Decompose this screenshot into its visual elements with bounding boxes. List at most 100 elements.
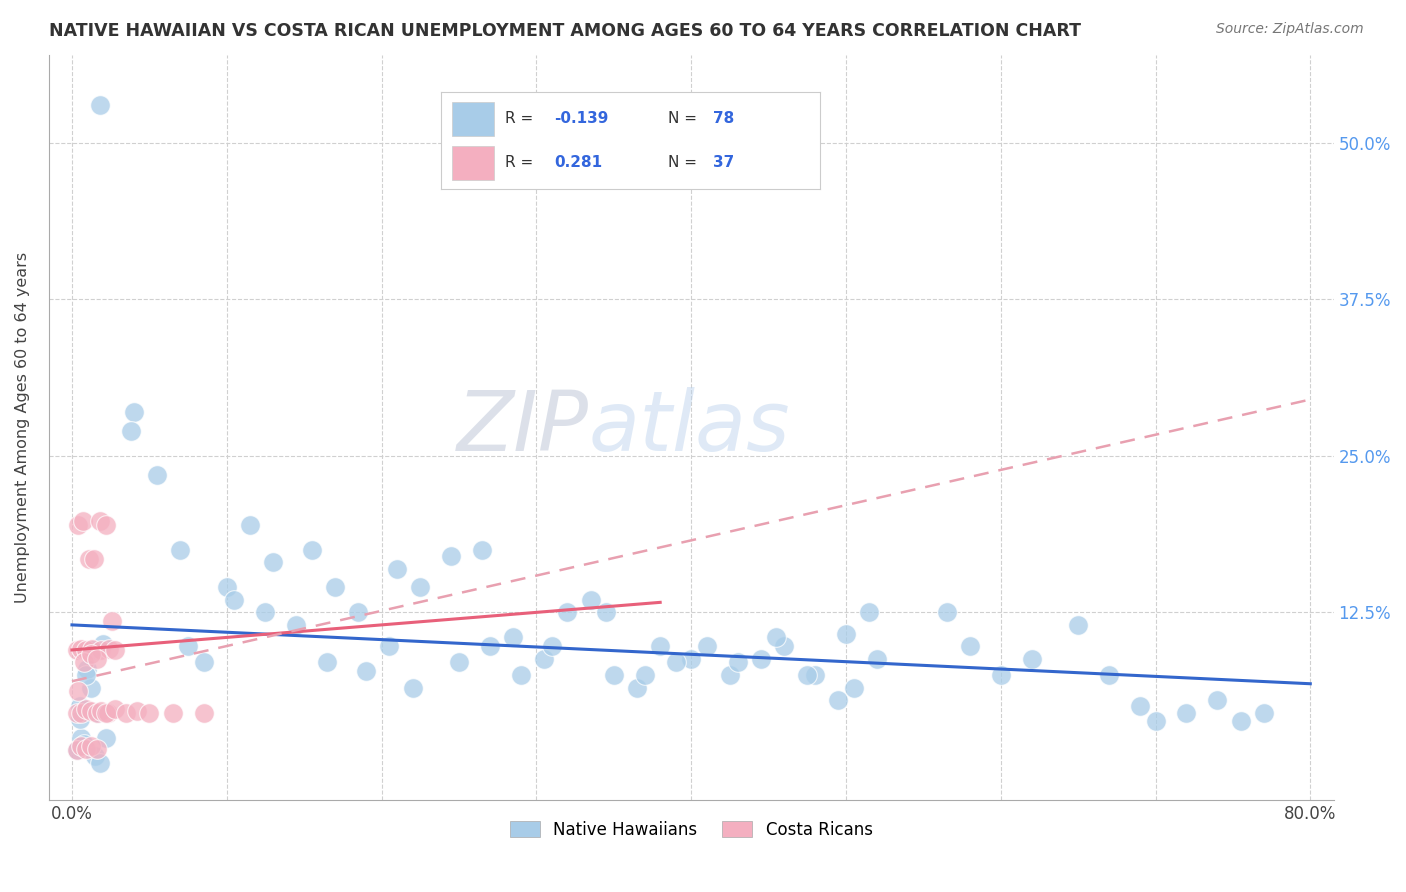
Point [76, 662, 98, 676]
Point [80, 643, 103, 657]
Point [323, 580, 346, 594]
Point [72, 514, 94, 528]
Point [86, 651, 108, 665]
Point [79, 704, 101, 718]
Point [69, 712, 91, 726]
Point [73, 737, 96, 751]
Point [101, 614, 124, 628]
Point [1253, 706, 1275, 720]
Point [83, 551, 105, 566]
Point [70, 731, 93, 745]
Point [75, 668, 97, 682]
Point [73, 656, 96, 670]
Point [727, 656, 749, 670]
Point [347, 606, 370, 620]
Point [650, 639, 672, 653]
Point [409, 580, 432, 594]
Point [65, 743, 87, 757]
Point [385, 561, 408, 575]
Point [603, 668, 626, 682]
Point [79, 681, 101, 695]
Point [634, 668, 657, 682]
Point [509, 668, 531, 682]
Point [67, 517, 90, 532]
Point [94, 517, 117, 532]
Point [70, 706, 93, 720]
Point [447, 656, 470, 670]
Point [94, 731, 117, 745]
Point [86, 742, 108, 756]
Text: NATIVE HAWAIIAN VS COSTA RICAN UNEMPLOYMENT AMONG AGES 60 TO 64 YEARS CORRELATIO: NATIVE HAWAIIAN VS COSTA RICAN UNEMPLOYM… [49, 22, 1081, 40]
Point [65, 643, 87, 657]
Point [84, 749, 107, 764]
Point [77, 551, 100, 566]
Point [79, 739, 101, 754]
Point [858, 606, 880, 620]
Point [285, 618, 308, 632]
Point [162, 706, 184, 720]
Point [65, 743, 87, 757]
Point [540, 639, 562, 653]
Point [239, 517, 262, 532]
Point [440, 549, 463, 563]
Point [254, 606, 277, 620]
Point [827, 693, 849, 707]
Point [555, 606, 578, 620]
Point [696, 639, 718, 653]
Point [301, 542, 323, 557]
Point [401, 681, 423, 695]
Point [959, 639, 981, 653]
Point [193, 656, 215, 670]
Text: ZIP: ZIP [457, 387, 588, 468]
Point [1206, 693, 1229, 707]
Point [146, 467, 169, 482]
Point [138, 706, 160, 720]
Point [177, 639, 200, 653]
Point [89, 514, 111, 528]
Point [1175, 706, 1198, 720]
Point [215, 580, 238, 594]
Point [866, 651, 889, 665]
Point [122, 405, 145, 419]
Point [70, 641, 93, 656]
Point [193, 706, 215, 720]
Point [262, 555, 284, 569]
Point [120, 424, 142, 438]
Legend: Native Hawaiians, Costa Ricans: Native Hawaiians, Costa Ricans [503, 814, 879, 846]
Point [79, 647, 101, 661]
Point [115, 706, 138, 720]
Point [224, 592, 246, 607]
Point [718, 668, 741, 682]
Point [104, 702, 127, 716]
Point [1067, 618, 1090, 632]
Point [1229, 714, 1251, 729]
Point [75, 742, 97, 756]
Point [804, 668, 827, 682]
Point [94, 706, 117, 720]
Point [90, 704, 112, 718]
Point [104, 643, 127, 657]
Point [626, 681, 648, 695]
Point [935, 606, 957, 620]
Point [89, 756, 111, 770]
Point [354, 664, 377, 678]
Point [835, 626, 858, 640]
Point [65, 706, 87, 720]
Point [97, 706, 120, 720]
Point [75, 643, 97, 657]
Point [1144, 714, 1167, 729]
Point [579, 592, 602, 607]
Point [86, 706, 108, 720]
Y-axis label: Unemployment Among Ages 60 to 64 years: Unemployment Among Ages 60 to 64 years [15, 252, 30, 603]
Point [89, 98, 111, 112]
Point [502, 631, 524, 645]
Point [665, 656, 688, 670]
Point [773, 639, 796, 653]
Point [1021, 651, 1043, 665]
Point [681, 651, 703, 665]
Point [80, 641, 103, 656]
Text: Source: ZipAtlas.com: Source: ZipAtlas.com [1216, 22, 1364, 37]
Point [67, 684, 90, 698]
Point [765, 631, 787, 645]
Point [90, 643, 112, 657]
